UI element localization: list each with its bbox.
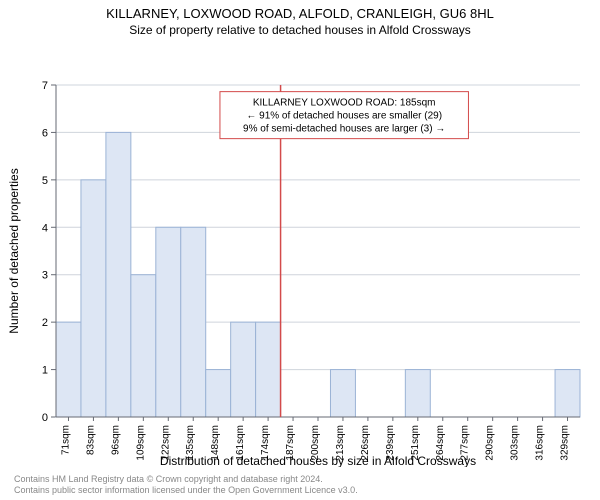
annotation-line: ← 91% of detached houses are smaller (29… [246,111,442,122]
annotation-box: KILLARNEY LOXWOOD ROAD: 185sqm ← 91% of d… [220,92,469,139]
x-tick-label: 83sqm [85,425,96,455]
bar [81,180,106,417]
annotation-line: 9% of semi-detached houses are larger (3… [243,124,445,135]
x-tick-label: 290sqm [485,425,496,461]
histogram-chart: 0123456771sqm83sqm96sqm109sqm122sqm135sq… [0,37,600,467]
x-tick-label: 71sqm [60,425,71,455]
x-tick-label: 329sqm [560,425,571,461]
bar [206,370,231,417]
x-tick-label: 303sqm [510,425,521,461]
bar [56,322,81,417]
x-tick-label: 316sqm [535,425,546,461]
footer-line-1: Contains HM Land Registry data © Crown c… [14,474,358,485]
y-tick-label: 0 [42,412,48,424]
bar [156,227,181,417]
bar [256,322,281,417]
page-title: KILLARNEY, LOXWOOD ROAD, ALFOLD, CRANLEI… [0,0,600,21]
y-tick-label: 7 [42,80,48,92]
y-tick-label: 1 [42,365,48,377]
y-tick-label: 3 [42,270,48,282]
y-tick-label: 4 [42,222,48,234]
y-tick-label: 6 [42,127,48,139]
bar [405,370,430,417]
bar [131,275,156,417]
y-tick-label: 5 [42,175,48,187]
bar [231,322,256,417]
chart-container: KILLARNEY, LOXWOOD ROAD, ALFOLD, CRANLEI… [0,0,600,500]
bar [181,227,206,417]
x-tick-label: 96sqm [110,425,121,455]
footer-line-2: Contains public sector information licen… [14,485,358,496]
bar [555,370,580,417]
y-axis-label: Number of detached properties [7,168,21,333]
x-axis-label: Distribution of detached houses by size … [160,454,476,467]
annotation-line: KILLARNEY LOXWOOD ROAD: 185sqm [253,98,436,109]
footer-text: Contains HM Land Registry data © Crown c… [14,474,358,497]
x-tick-label: 109sqm [135,425,146,461]
bar [106,132,131,417]
page-subtitle: Size of property relative to detached ho… [0,21,600,37]
bar [330,370,355,417]
y-tick-label: 2 [42,317,48,329]
